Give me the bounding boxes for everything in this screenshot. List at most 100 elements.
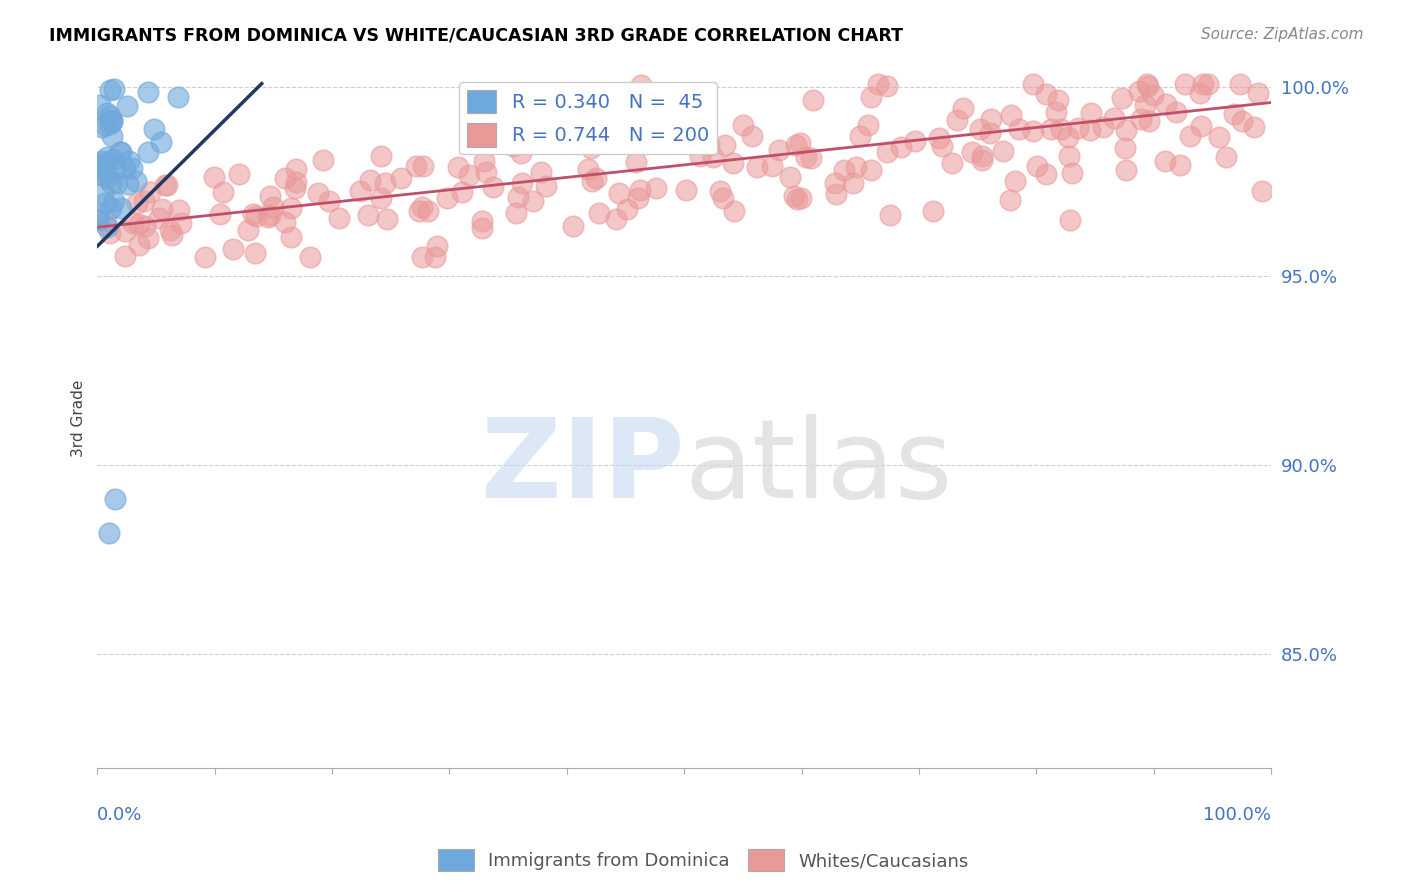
Point: [259, 189, 281, 203]
Point: [87, 212, 110, 227]
Point: [100, 113, 122, 128]
Point: [132, 194, 155, 208]
Point: [104, 492, 127, 507]
Point: [96, 151, 118, 165]
Point: [644, 181, 666, 195]
Point: [520, 125, 543, 139]
Point: [96, 170, 118, 185]
Point: [1178, 128, 1201, 143]
Point: [1168, 158, 1191, 172]
Point: [160, 228, 183, 243]
Point: [98, 117, 121, 131]
Point: [1208, 129, 1230, 144]
Point: [274, 171, 297, 186]
Point: [1059, 213, 1081, 227]
Point: [242, 207, 264, 221]
Point: [136, 231, 159, 245]
Point: [426, 238, 449, 252]
Point: [605, 212, 627, 227]
Point: [789, 136, 811, 150]
Point: [202, 169, 225, 184]
Point: [946, 112, 969, 127]
Point: [139, 186, 162, 200]
Point: [794, 150, 817, 164]
Point: [866, 77, 889, 91]
Point: [405, 159, 427, 173]
Point: [859, 90, 882, 104]
Point: [779, 169, 801, 184]
Point: [530, 164, 553, 178]
Point: [1215, 150, 1237, 164]
Point: [1247, 86, 1270, 100]
Point: [167, 203, 190, 218]
Point: [105, 176, 128, 190]
Point: [299, 251, 322, 265]
Point: [104, 161, 127, 175]
Point: [101, 153, 124, 167]
Point: [860, 162, 883, 177]
Point: [616, 202, 638, 216]
Point: [115, 99, 138, 113]
Point: [506, 189, 529, 203]
Point: [721, 156, 744, 170]
Point: [1191, 77, 1213, 91]
Point: [209, 207, 232, 221]
Point: [167, 90, 190, 104]
Point: [136, 145, 159, 159]
Point: [628, 183, 651, 197]
Point: [128, 218, 150, 232]
Point: [1174, 77, 1197, 91]
Point: [1188, 86, 1211, 100]
Point: [609, 186, 631, 201]
Point: [952, 101, 974, 115]
Point: [1137, 79, 1160, 94]
Point: [1035, 167, 1057, 181]
Point: [312, 153, 335, 167]
Point: [159, 223, 181, 237]
Point: [110, 145, 132, 160]
Point: [359, 173, 381, 187]
Point: [370, 149, 392, 163]
Point: [510, 120, 533, 135]
Point: [472, 153, 495, 168]
Point: [1230, 113, 1253, 128]
Point: [502, 138, 524, 153]
Point: [1197, 77, 1219, 91]
Point: [475, 165, 498, 179]
Point: [785, 138, 807, 153]
Point: [411, 251, 433, 265]
Point: [153, 178, 176, 192]
Point: [856, 118, 879, 132]
Point: [689, 149, 711, 163]
Point: [245, 246, 267, 260]
Point: [845, 160, 868, 174]
Point: [1025, 160, 1047, 174]
Point: [93, 119, 115, 133]
Point: [87, 207, 110, 221]
Point: [536, 179, 558, 194]
Point: [375, 212, 398, 227]
Point: [96, 220, 118, 235]
Point: [259, 208, 281, 222]
Point: [824, 177, 846, 191]
Point: [1115, 123, 1137, 137]
Point: [979, 126, 1001, 140]
Point: [579, 141, 602, 155]
Point: [284, 181, 307, 195]
Point: [98, 83, 121, 97]
Point: [482, 180, 505, 194]
Point: [890, 140, 912, 154]
Point: [1153, 153, 1175, 168]
Point: [87, 167, 110, 181]
Point: [436, 191, 458, 205]
Point: [194, 251, 217, 265]
Point: [134, 219, 156, 234]
Point: [711, 191, 734, 205]
Point: [630, 78, 652, 92]
Point: [108, 145, 131, 160]
Point: [1022, 124, 1045, 138]
Point: [585, 171, 607, 186]
Point: [1129, 112, 1152, 126]
Point: [149, 135, 172, 149]
Point: [1128, 83, 1150, 97]
